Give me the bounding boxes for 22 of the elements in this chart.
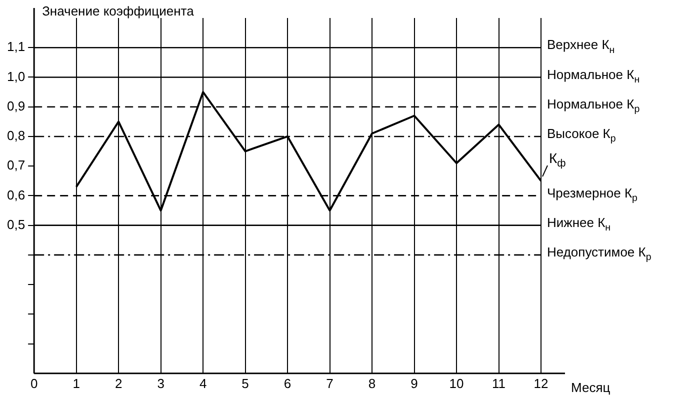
x-tick-label: 11 xyxy=(492,376,506,391)
y-tick-label: 0,7 xyxy=(6,158,26,173)
x-tick-label: 4 xyxy=(199,376,207,391)
y-tick-label: 1,1 xyxy=(6,39,26,54)
x-tick-label: 5 xyxy=(242,376,249,391)
x-tick-label: 12 xyxy=(534,376,548,391)
x-tick-label: 0 xyxy=(30,376,38,391)
x-tick-label: 1 xyxy=(72,376,80,391)
x-tick-label: 9 xyxy=(410,376,418,391)
y-tick-label: 1,0 xyxy=(6,68,26,84)
x-tick-label: 8 xyxy=(368,376,376,391)
y-tick-label: 0,5 xyxy=(6,216,26,232)
x-tick-label: 3 xyxy=(157,376,164,391)
y-axis-title: Значение коэффициента xyxy=(42,4,195,19)
y-tick-label: 0,9 xyxy=(6,98,26,114)
x-tick-label: 6 xyxy=(284,376,292,391)
x-tick-label: 10 xyxy=(449,376,464,391)
x-tick-label: 2 xyxy=(114,376,122,391)
x-tick-label: 7 xyxy=(326,376,334,391)
y-tick-label: 0,6 xyxy=(6,187,26,202)
x-axis-title: Месяц xyxy=(571,380,611,395)
y-tick-label: 0,8 xyxy=(6,128,26,144)
